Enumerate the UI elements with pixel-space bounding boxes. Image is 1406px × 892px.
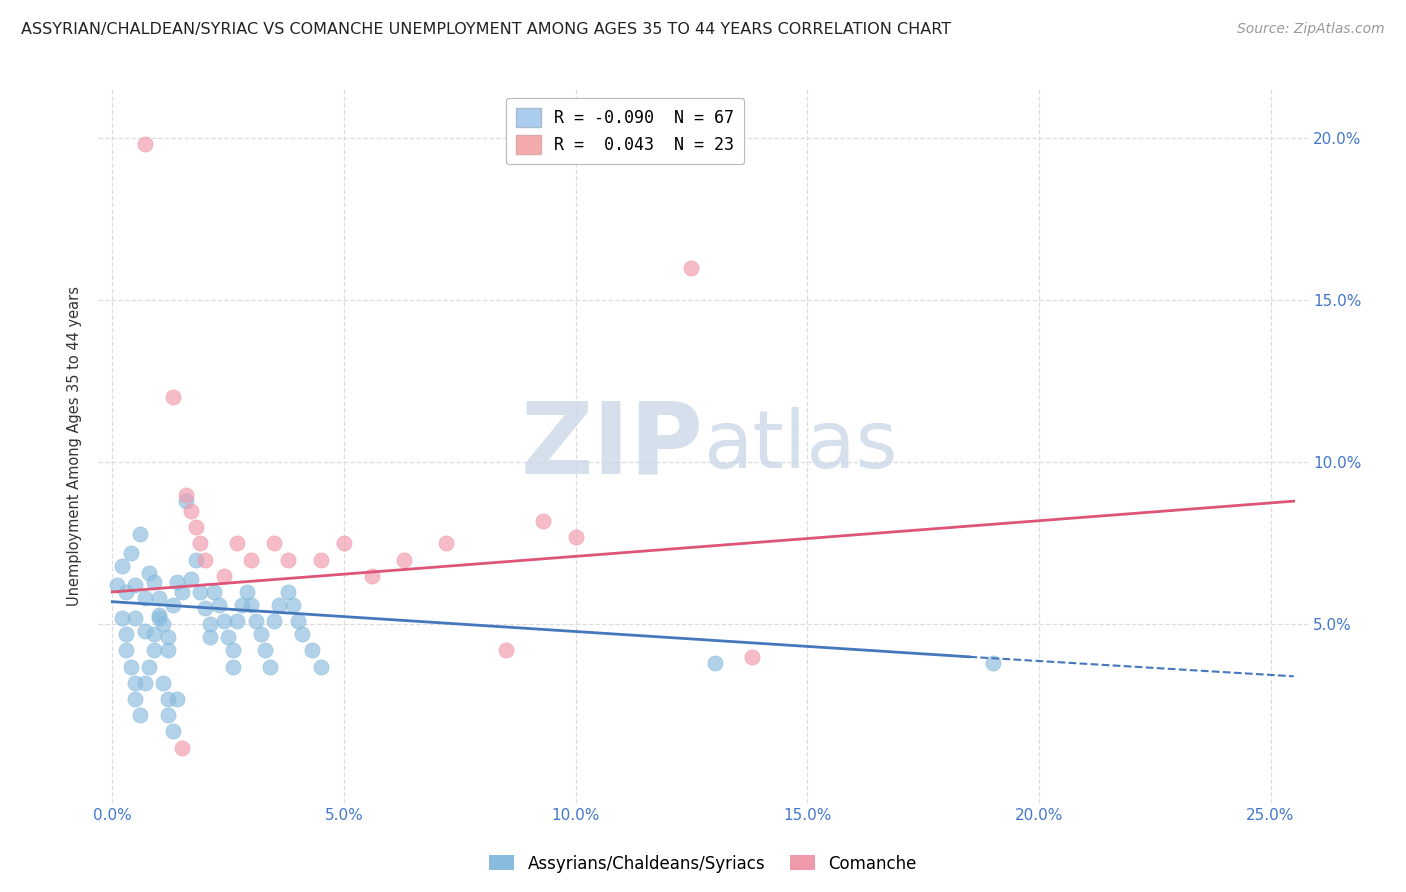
Point: [434, 536, 457, 550]
Text: ZIP: ZIP: [520, 398, 703, 494]
Legend: R = -0.090  N = 67, R =  0.043  N = 23: R = -0.090 N = 67, R = 0.043 N = 23: [506, 97, 744, 164]
Point: [217, 631, 239, 645]
Point: [263, 536, 285, 550]
Point: [249, 627, 271, 641]
Point: [277, 585, 299, 599]
Point: [120, 546, 142, 560]
Point: [277, 552, 299, 566]
Point: [392, 552, 415, 566]
Point: [188, 585, 211, 599]
Point: [124, 692, 146, 706]
Point: [184, 520, 207, 534]
Point: [287, 614, 309, 628]
Point: [194, 601, 217, 615]
Point: [143, 643, 166, 657]
Point: [333, 536, 356, 550]
Point: [235, 585, 257, 599]
Point: [198, 631, 221, 645]
Point: [495, 643, 517, 657]
Point: [564, 530, 586, 544]
Point: [156, 631, 179, 645]
Point: [138, 659, 160, 673]
Point: [269, 598, 291, 612]
Point: [202, 585, 225, 599]
Point: [129, 526, 152, 541]
Point: [138, 566, 160, 580]
Point: [226, 536, 249, 550]
Point: [212, 568, 235, 582]
Point: [134, 624, 156, 638]
Point: [208, 598, 231, 612]
Point: [222, 643, 245, 657]
Point: [309, 552, 332, 566]
Text: ASSYRIAN/CHALDEAN/SYRIAC VS COMANCHE UNEMPLOYMENT AMONG AGES 35 TO 44 YEARS CORR: ASSYRIAN/CHALDEAN/SYRIAC VS COMANCHE UNE…: [21, 22, 952, 37]
Point: [134, 675, 156, 690]
Point: [360, 568, 382, 582]
Point: [124, 578, 146, 592]
Point: [212, 614, 235, 628]
Point: [291, 627, 314, 641]
Point: [143, 627, 166, 641]
Point: [531, 514, 554, 528]
Point: [110, 559, 132, 574]
Point: [245, 614, 267, 628]
Point: [180, 572, 202, 586]
Point: [703, 657, 725, 671]
Point: [166, 575, 188, 590]
Point: [148, 607, 170, 622]
Point: [301, 643, 323, 657]
Point: [115, 627, 138, 641]
Point: [162, 390, 184, 404]
Point: [180, 504, 202, 518]
Point: [120, 659, 142, 673]
Point: [176, 494, 198, 508]
Point: [231, 598, 253, 612]
Point: [134, 137, 156, 152]
Point: [148, 611, 170, 625]
Point: [166, 692, 188, 706]
Point: [162, 598, 184, 612]
Point: [152, 617, 174, 632]
Text: atlas: atlas: [703, 407, 897, 485]
Point: [124, 611, 146, 625]
Point: [156, 708, 179, 723]
Point: [148, 591, 170, 606]
Point: [176, 488, 198, 502]
Point: [259, 659, 281, 673]
Point: [240, 598, 263, 612]
Point: [110, 611, 132, 625]
Point: [263, 614, 285, 628]
Point: [226, 614, 249, 628]
Point: [184, 552, 207, 566]
Point: [741, 649, 763, 664]
Point: [281, 598, 304, 612]
Point: [198, 617, 221, 632]
Point: [170, 585, 193, 599]
Point: [681, 260, 703, 275]
Point: [194, 552, 217, 566]
Point: [152, 675, 174, 690]
Point: [254, 643, 277, 657]
Point: [309, 659, 332, 673]
Point: [170, 740, 193, 755]
Text: Source: ZipAtlas.com: Source: ZipAtlas.com: [1237, 22, 1385, 37]
Point: [134, 591, 156, 606]
Y-axis label: Unemployment Among Ages 35 to 44 years: Unemployment Among Ages 35 to 44 years: [67, 286, 83, 606]
Point: [156, 692, 179, 706]
Point: [188, 536, 211, 550]
Point: [143, 575, 166, 590]
Legend: Assyrians/Chaldeans/Syriacs, Comanche: Assyrians/Chaldeans/Syriacs, Comanche: [482, 848, 924, 880]
Point: [124, 675, 146, 690]
Point: [115, 643, 138, 657]
Point: [156, 643, 179, 657]
Point: [162, 724, 184, 739]
Point: [105, 578, 128, 592]
Point: [981, 657, 1004, 671]
Point: [129, 708, 152, 723]
Point: [240, 552, 263, 566]
Point: [222, 659, 245, 673]
Point: [115, 585, 138, 599]
